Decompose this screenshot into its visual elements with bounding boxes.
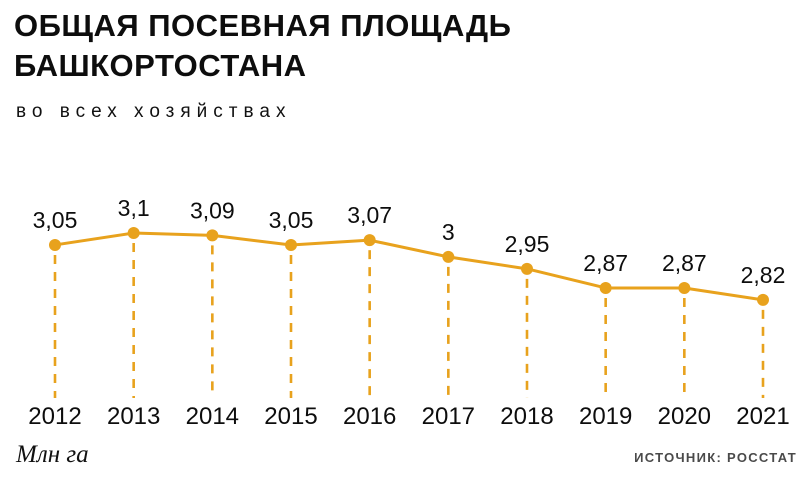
x-axis-label: 2016 — [343, 403, 396, 430]
data-point — [442, 250, 455, 263]
data-point — [285, 238, 297, 251]
page-subtitle: во всех хозяйствах — [16, 101, 292, 122]
value-label: 2,87 — [662, 250, 707, 276]
x-axis-label: 2014 — [186, 403, 239, 430]
data-point — [599, 281, 612, 294]
x-axis-label: 2012 — [28, 403, 81, 430]
title-line-2: БАШКОРТОСТАНА — [14, 48, 307, 83]
data-point — [127, 227, 140, 239]
data-point — [678, 281, 691, 294]
value-label: 3,07 — [347, 202, 392, 228]
title-line-1: ОБЩАЯ ПОСЕВНАЯ ПЛОЩАДЬ — [14, 8, 512, 43]
data-point — [757, 293, 769, 306]
value-label: 2,87 — [583, 250, 628, 276]
value-label: 3,05 — [269, 207, 314, 233]
source-label: ИСТОЧНИК: РОССТАТ — [634, 450, 797, 465]
x-axis-label: 2013 — [107, 403, 160, 430]
value-label: 2,82 — [741, 262, 786, 288]
data-point — [206, 229, 219, 242]
x-axis-label: 2018 — [500, 403, 553, 430]
data-point — [49, 238, 61, 251]
data-point — [363, 234, 376, 247]
x-axis-label: 2015 — [264, 403, 317, 430]
x-axis-label: 2017 — [422, 403, 475, 430]
series-line — [53, 231, 765, 302]
value-label: 3 — [442, 219, 455, 245]
value-label: 3,1 — [118, 195, 150, 221]
y-axis-unit-label: Млн га — [16, 441, 89, 468]
page-title: ОБЩАЯ ПОСЕВНАЯ ПЛОЩАДЬ БАШКОРТОСТАНА — [14, 6, 511, 86]
x-axis-label: 2019 — [579, 403, 632, 430]
value-label: 3,09 — [190, 197, 235, 223]
x-axis-label: 2021 — [736, 403, 789, 430]
value-label: 2,95 — [505, 231, 550, 257]
data-point — [521, 262, 533, 275]
x-axis-label: 2020 — [658, 403, 711, 430]
value-label: 3,05 — [33, 207, 78, 233]
